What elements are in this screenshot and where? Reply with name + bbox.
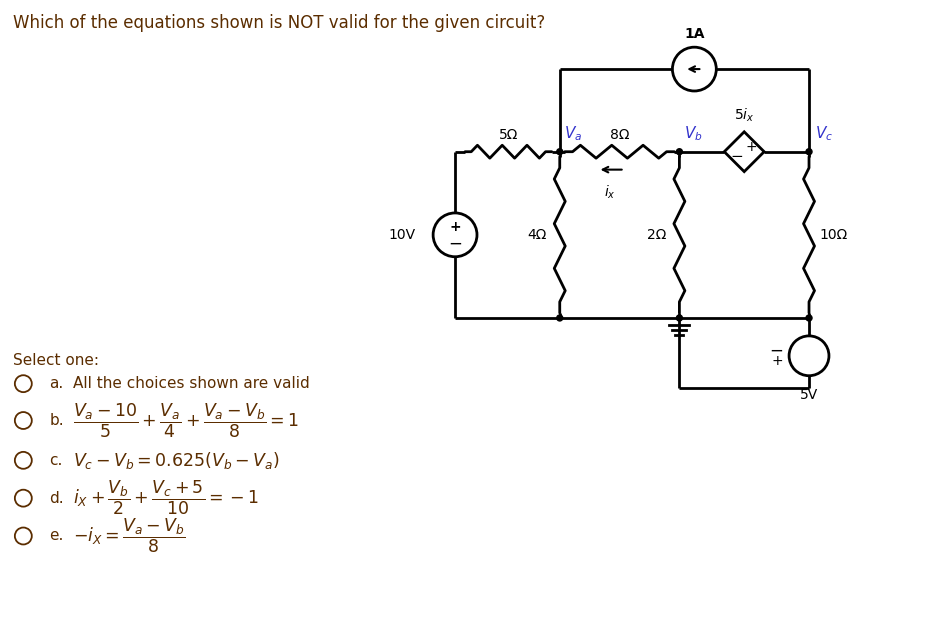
Text: $-i_X = \dfrac{V_a-V_b}{8}$: $-i_X = \dfrac{V_a-V_b}{8}$ (73, 517, 186, 555)
Text: $V_a$: $V_a$ (564, 124, 582, 143)
Text: 8Ω: 8Ω (610, 128, 629, 142)
Text: $V_b$: $V_b$ (684, 124, 703, 143)
Text: $i_X + \dfrac{V_b}{2} + \dfrac{V_c+5}{10} = -1$: $i_X + \dfrac{V_b}{2} + \dfrac{V_c+5}{10… (73, 479, 259, 517)
Text: Which of the equations shown is NOT valid for the given circuit?: Which of the equations shown is NOT vali… (13, 14, 546, 32)
Text: −: − (448, 235, 462, 253)
Text: 10Ω: 10Ω (819, 228, 847, 242)
Text: $V_c$: $V_c$ (815, 124, 833, 143)
Text: −: − (731, 149, 744, 164)
Text: 5Ω: 5Ω (499, 128, 518, 142)
Circle shape (677, 315, 682, 321)
Text: $i_x$: $i_x$ (604, 184, 616, 201)
Text: 2Ω: 2Ω (647, 228, 666, 242)
Circle shape (557, 149, 563, 155)
Circle shape (806, 149, 812, 155)
Text: b.: b. (49, 413, 64, 428)
Text: +: + (449, 220, 461, 234)
Circle shape (806, 315, 812, 321)
Text: e.: e. (49, 528, 64, 543)
Text: 4Ω: 4Ω (528, 228, 547, 242)
Text: d.: d. (49, 491, 64, 506)
Text: 5V: 5V (800, 388, 818, 402)
Text: +: + (772, 354, 783, 368)
Text: $V_c - V_b = 0.625(V_b - V_a)$: $V_c - V_b = 0.625(V_b - V_a)$ (73, 450, 280, 471)
Circle shape (557, 315, 563, 321)
Text: +: + (745, 140, 757, 154)
Text: 5$i_x$: 5$i_x$ (734, 107, 754, 124)
Text: −: − (770, 342, 783, 360)
Text: a.: a. (49, 376, 64, 391)
Text: Select one:: Select one: (13, 353, 100, 368)
Text: 1A: 1A (684, 27, 704, 41)
Text: All the choices shown are valid: All the choices shown are valid (73, 376, 310, 391)
Circle shape (677, 149, 682, 155)
Text: 10V: 10V (388, 228, 415, 242)
Text: c.: c. (49, 453, 63, 468)
Text: $\dfrac{V_a-10}{5} + \dfrac{V_a}{4} + \dfrac{V_a-V_b}{8} = 1$: $\dfrac{V_a-10}{5} + \dfrac{V_a}{4} + \d… (73, 401, 300, 440)
